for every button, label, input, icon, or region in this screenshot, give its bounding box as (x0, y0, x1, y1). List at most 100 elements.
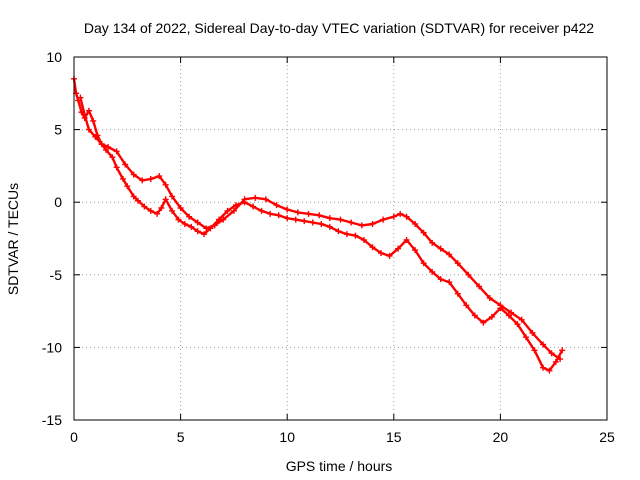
data-point (358, 222, 365, 229)
data-point (120, 175, 127, 182)
y-axis-label: SDTVAR / TECUs (5, 183, 21, 295)
data-point (403, 213, 410, 220)
data-point (335, 228, 342, 235)
data-point (546, 367, 553, 374)
data-point (552, 358, 559, 365)
data-point (188, 223, 195, 230)
data-point (518, 316, 525, 323)
data-point (194, 219, 201, 226)
data-point (294, 209, 301, 216)
data-point (386, 252, 393, 259)
data-point (98, 141, 105, 148)
series-1 (71, 75, 566, 374)
data-point (211, 222, 218, 229)
data-point (476, 283, 483, 290)
data-point (540, 341, 547, 348)
data-point (403, 236, 410, 243)
data-point (378, 250, 385, 257)
data-point (122, 161, 129, 168)
data-point (203, 225, 210, 232)
data-point (158, 205, 165, 212)
series-line (79, 97, 561, 360)
data-point (258, 207, 265, 214)
data-point (169, 207, 176, 214)
data-point (446, 251, 453, 258)
data-point (141, 203, 148, 210)
data-point (267, 210, 274, 217)
data-point (305, 210, 312, 217)
data-point (105, 144, 112, 151)
data-point (241, 196, 248, 203)
data-point (113, 164, 120, 171)
data-point (486, 295, 493, 302)
data-point (497, 302, 504, 309)
data-point (130, 171, 137, 178)
data-point (92, 133, 99, 140)
data-point (273, 202, 280, 209)
y-tick-label: 10 (46, 49, 62, 65)
data-point (292, 216, 299, 223)
data-point (540, 364, 547, 371)
y-tick-label: -10 (42, 339, 62, 355)
x-tick-label: 0 (70, 429, 78, 445)
y-tick-label: -15 (42, 412, 62, 428)
data-point (309, 219, 316, 226)
x-tick-label: 20 (493, 429, 509, 445)
data-point (318, 220, 325, 227)
data-point (522, 334, 529, 341)
data-point (130, 193, 137, 200)
data-point (177, 205, 184, 212)
data-point (465, 271, 472, 278)
data-point (508, 309, 515, 316)
data-point (81, 112, 88, 119)
series-2 (77, 94, 564, 363)
data-point (369, 244, 376, 251)
data-point (420, 260, 427, 267)
data-point (175, 216, 182, 223)
data-point (348, 219, 355, 226)
data-point (412, 247, 419, 254)
data-point (463, 302, 470, 309)
data-point (454, 260, 461, 267)
series-line (72, 78, 564, 372)
x-tick-label: 10 (279, 429, 295, 445)
y-tick-label: -5 (50, 267, 63, 283)
data-point (437, 276, 444, 283)
data-point (454, 290, 461, 297)
data-point (326, 223, 333, 230)
data-point (230, 207, 237, 214)
data-point (446, 279, 453, 286)
data-point (252, 194, 259, 201)
data-point (194, 228, 201, 235)
data-point (429, 268, 436, 275)
data-point (113, 148, 120, 155)
data-point (139, 177, 146, 184)
data-point (557, 356, 564, 363)
data-point (369, 220, 376, 227)
plot-frame (73, 56, 608, 421)
grid-lines (74, 57, 607, 420)
data-point (395, 245, 402, 252)
data-point (380, 216, 387, 223)
data-point (156, 173, 163, 180)
data-point (360, 236, 367, 243)
data-point (326, 215, 333, 222)
data-point (169, 193, 176, 200)
data-point (147, 207, 154, 214)
data-point (109, 154, 116, 161)
data-point (250, 203, 257, 210)
data-point (154, 210, 161, 217)
axis-ticks: 0 5 10 15 20 25 10 5 0 -5 -10 -15 (42, 49, 615, 445)
y-tick-label: 5 (54, 122, 62, 138)
data-point (224, 207, 231, 214)
data-point (147, 175, 154, 182)
data-point (343, 231, 350, 238)
data-point (429, 239, 436, 246)
data-point (134, 197, 141, 204)
data-point (412, 220, 419, 227)
data-point (284, 215, 291, 222)
data-point (337, 216, 344, 223)
data-point (275, 212, 282, 219)
data-point (186, 213, 193, 220)
